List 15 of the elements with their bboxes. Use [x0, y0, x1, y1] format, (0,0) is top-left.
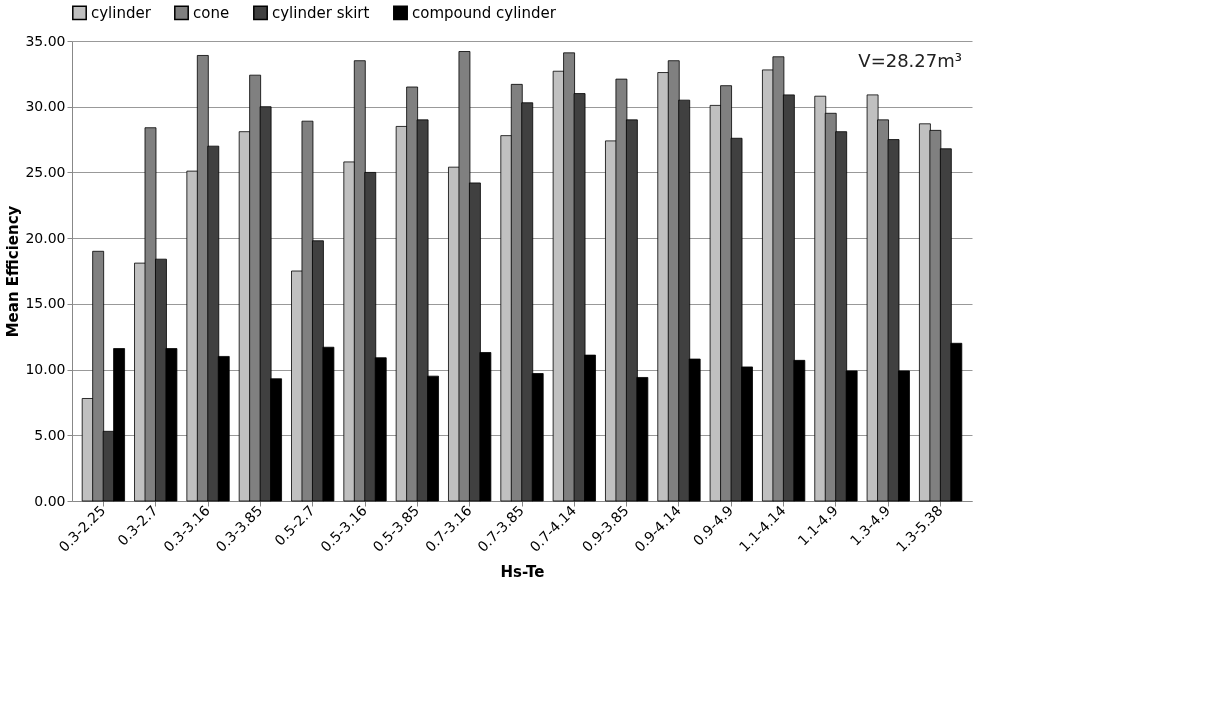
y-tick-label: 30.00: [25, 98, 66, 115]
legend-label: cylinder: [91, 3, 152, 22]
y-tick-label: 5.00: [34, 426, 66, 443]
y-tick-label: 20.00: [25, 229, 66, 246]
x-axis-title: Hs-Te: [500, 562, 545, 581]
legend-label: compound cylinder: [412, 3, 557, 22]
y-tick-label: 0.00: [34, 492, 66, 509]
y-tick-label: 35.00: [25, 32, 66, 49]
legend-label: cylinder skirt: [272, 3, 370, 22]
y-axis-title: Mean Efficiency: [4, 205, 23, 338]
y-tick-label: 25.00: [25, 163, 66, 180]
legend-label: cone: [193, 3, 230, 22]
y-tick-label: 10.00: [25, 361, 66, 378]
annotation: V=28.27m³: [858, 50, 962, 71]
y-tick-label: 15.00: [25, 295, 66, 312]
